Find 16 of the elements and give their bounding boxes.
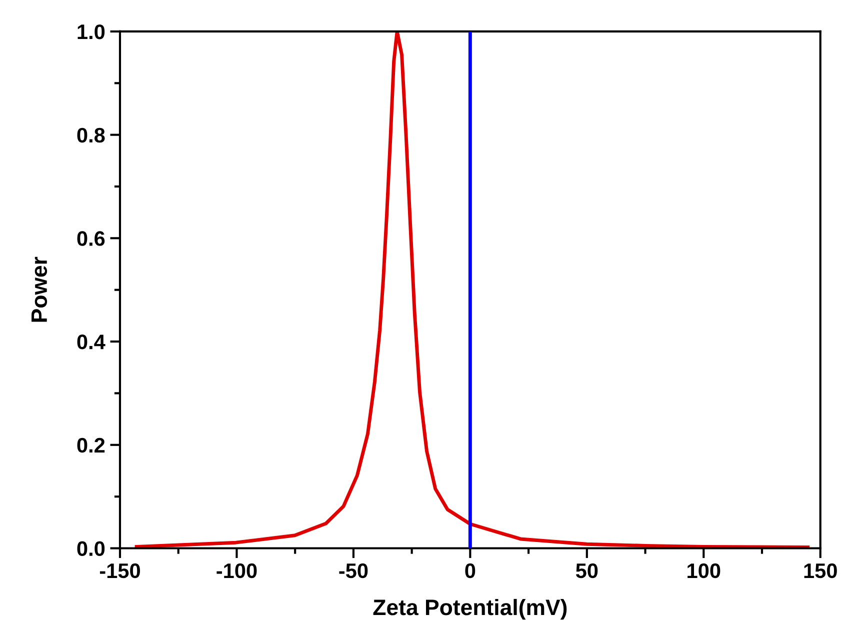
x-tick-label: 100 — [688, 563, 720, 578]
x-tick-label: 50 — [576, 563, 598, 578]
y-tick-label: 0.2 — [77, 438, 105, 453]
y-tick-label: 0.8 — [77, 128, 105, 143]
y-tick-label: 1.0 — [78, 24, 105, 40]
x-tick-label: -150 — [100, 563, 140, 578]
x-tick-label: 0 — [465, 563, 476, 578]
x-tick-label: -50 — [339, 563, 368, 578]
x-tick-label: -100 — [216, 563, 257, 578]
y-axis-title: Power — [32, 256, 48, 322]
y-tick-label: 0.6 — [77, 231, 105, 246]
x-tick-label: 150 — [804, 563, 837, 578]
x-axis-title: Zeta Potential(mV) — [373, 598, 567, 620]
y-tick-label: 0.0 — [77, 541, 105, 556]
line-series — [134, 31, 810, 548]
y-tick-label: 0.4 — [77, 334, 106, 350]
